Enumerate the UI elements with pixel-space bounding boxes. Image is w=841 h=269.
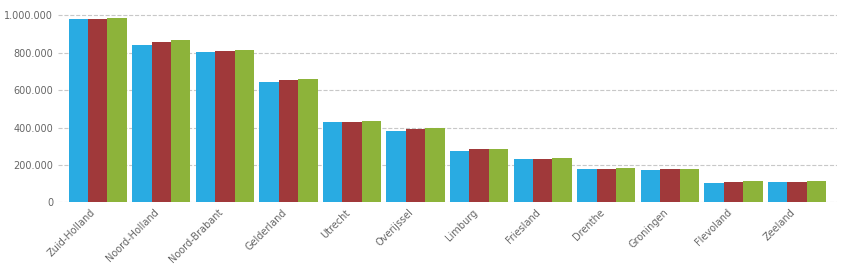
Bar (514, 159, 533, 203)
Bar (787, 182, 807, 203)
Bar (469, 148, 489, 203)
Bar (342, 122, 362, 203)
Bar (132, 45, 151, 203)
Bar (362, 121, 381, 203)
Bar (660, 169, 680, 203)
Bar (259, 82, 278, 203)
Bar (171, 40, 190, 203)
Bar (680, 169, 699, 203)
Bar (705, 183, 724, 203)
Bar (489, 148, 508, 203)
Bar (88, 19, 108, 203)
Bar (743, 181, 763, 203)
Bar (426, 128, 445, 203)
Bar (278, 80, 298, 203)
Bar (807, 182, 826, 203)
Bar (768, 182, 787, 203)
Bar (108, 18, 127, 203)
Bar (298, 79, 318, 203)
Bar (533, 159, 553, 203)
Bar (215, 51, 235, 203)
Bar (641, 170, 660, 203)
Bar (235, 49, 254, 203)
Bar (323, 122, 342, 203)
Bar (577, 169, 596, 203)
Bar (616, 168, 636, 203)
Bar (450, 151, 469, 203)
Bar (386, 131, 406, 203)
Bar (68, 19, 88, 203)
Bar (596, 169, 616, 203)
Bar (553, 158, 572, 203)
Bar (724, 182, 743, 203)
Bar (151, 42, 171, 203)
Bar (406, 129, 426, 203)
Bar (196, 52, 215, 203)
